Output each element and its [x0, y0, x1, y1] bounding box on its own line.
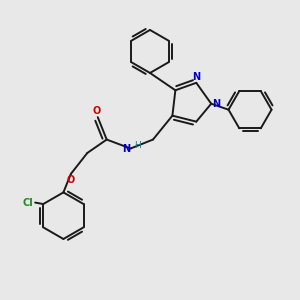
Text: O: O [67, 175, 75, 185]
Text: O: O [92, 106, 100, 116]
Text: N: N [192, 72, 200, 82]
Text: H: H [134, 141, 140, 150]
Text: N: N [212, 99, 221, 109]
Text: Cl: Cl [23, 198, 34, 208]
Text: N: N [122, 143, 130, 154]
